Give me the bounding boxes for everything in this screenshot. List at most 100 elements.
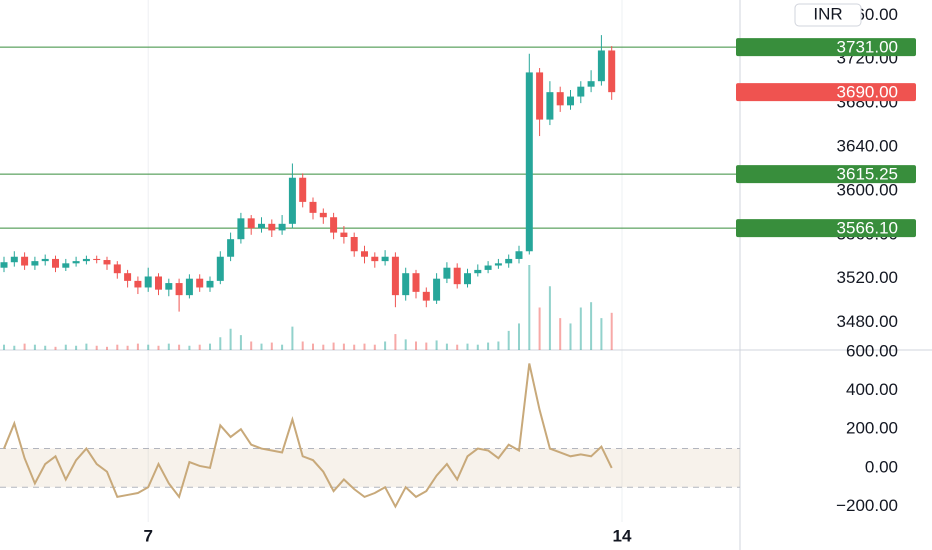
volume-bar	[209, 343, 211, 350]
y-tick-label: 400.00	[846, 380, 898, 399]
candle-body	[350, 236, 358, 252]
volume-bar	[425, 342, 428, 350]
volume-bar	[250, 341, 253, 350]
candle-body	[433, 278, 441, 301]
x-tick-label: 7	[143, 526, 152, 545]
volume-bar	[85, 343, 88, 350]
candle-body	[247, 218, 255, 229]
volume-bar	[157, 345, 160, 350]
candle-body	[268, 223, 276, 231]
candle-body	[453, 267, 461, 285]
currency-box	[794, 3, 862, 27]
volume-bar	[590, 302, 593, 350]
candle-body	[536, 72, 544, 120]
candle-body	[155, 276, 162, 290]
volume-bar	[13, 345, 16, 350]
candle-body	[402, 273, 410, 296]
candle-body	[330, 217, 338, 233]
candle-body	[525, 72, 533, 252]
candle-body	[299, 177, 307, 202]
volume-bar	[610, 312, 613, 350]
level-label: 3566.10	[837, 219, 898, 238]
volume-bar	[332, 342, 335, 350]
volume-bar	[136, 343, 139, 350]
candle-body	[206, 280, 214, 288]
volume-bar	[353, 344, 356, 350]
volume-bar	[260, 343, 263, 350]
candle-body	[381, 256, 389, 262]
candle-body	[597, 50, 605, 82]
volume-bar	[219, 337, 222, 350]
y-tick-label: 3600.00	[837, 180, 898, 199]
volume-bar	[363, 343, 366, 350]
volume-bar	[23, 343, 26, 350]
candle-body	[41, 258, 49, 262]
volume-bar	[476, 344, 479, 350]
candle-body	[227, 239, 235, 257]
candle-body	[361, 251, 368, 257]
volume-bar	[394, 334, 397, 350]
volume-bar	[3, 344, 5, 350]
candle-body	[577, 86, 585, 97]
candle-body	[258, 223, 265, 229]
volume-bar	[600, 318, 603, 350]
level-box	[736, 38, 916, 57]
volume-bar	[404, 339, 407, 350]
y-tick-label: 600.00	[846, 341, 898, 360]
y-tick-label: −200.00	[836, 496, 898, 515]
volume-bar	[579, 307, 582, 350]
volume-bar	[167, 343, 170, 350]
candle-body	[185, 278, 193, 296]
volume-bar	[538, 307, 541, 350]
candle-body	[443, 267, 451, 279]
volume-bar	[548, 286, 551, 350]
volume-bar	[229, 328, 232, 350]
candle-body	[0, 262, 8, 268]
candle-body	[31, 261, 39, 266]
volume-bar	[456, 344, 459, 350]
volume-bar	[270, 342, 273, 350]
x-tick-label: 14	[613, 526, 632, 545]
candle-body	[124, 273, 132, 281]
candle-body	[340, 232, 348, 237]
level-box	[736, 165, 916, 184]
volume-bar	[435, 340, 438, 350]
candle-body	[288, 177, 296, 224]
candle-body	[196, 278, 204, 288]
volume-bar	[198, 344, 201, 350]
volume-bar	[281, 344, 284, 350]
volume-bar	[487, 342, 490, 350]
candle-body	[62, 263, 70, 268]
candle-body	[587, 81, 595, 87]
level-box	[736, 219, 916, 238]
volume-bar	[64, 344, 67, 350]
y-tick-label: 3480.00	[837, 312, 898, 331]
candle-body	[474, 269, 482, 274]
candle-body	[134, 280, 142, 288]
volume-bar	[528, 265, 531, 350]
volume-bar	[384, 341, 387, 350]
volume-bar	[239, 335, 242, 350]
last-price-label: 3690.00	[837, 83, 898, 102]
candle-body	[113, 264, 121, 274]
oscillator-line	[3, 363, 613, 509]
candle-body	[494, 263, 502, 266]
candle-body	[505, 258, 513, 264]
candle-body	[82, 258, 90, 262]
volume-bar	[507, 330, 510, 350]
candle-body	[319, 212, 327, 218]
candle-body	[10, 256, 18, 263]
volume-bar	[116, 344, 119, 350]
volume-bar	[312, 343, 314, 350]
candle-body	[567, 96, 574, 106]
candle-body	[556, 92, 564, 106]
volume-bar	[569, 323, 572, 350]
currency-label: INR	[813, 4, 842, 23]
volume-bar	[497, 341, 500, 350]
candle-body	[515, 251, 523, 259]
candle-body	[484, 265, 492, 270]
volume-bar	[44, 345, 47, 350]
volume-bar	[54, 346, 57, 350]
y-tick-label: 3520.00	[837, 268, 898, 287]
